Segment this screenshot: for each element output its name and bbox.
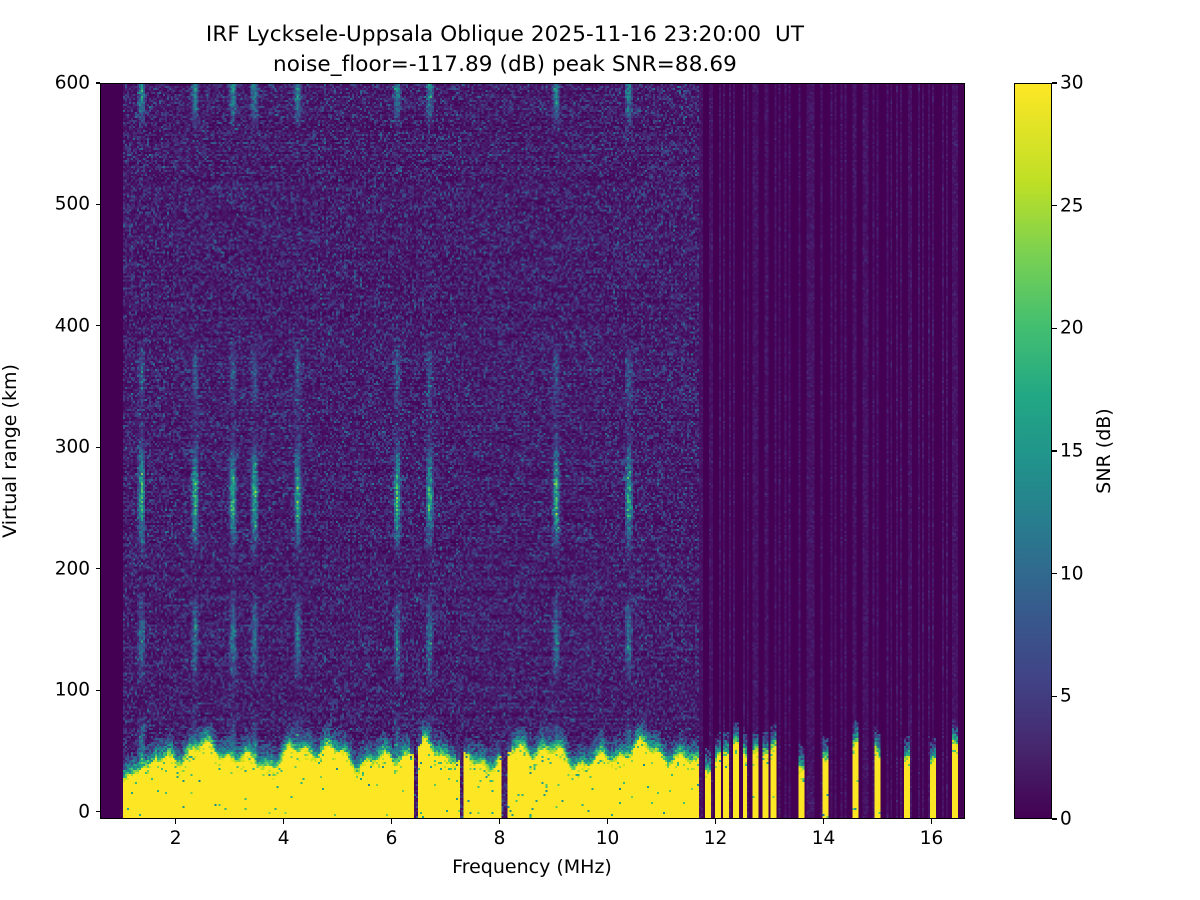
colorbar-tick-label: 25	[1060, 195, 1084, 217]
ionogram-heatmap-canvas	[101, 84, 964, 818]
y-tick-label: 200	[54, 558, 90, 580]
colorbar-tick-label: 15	[1060, 440, 1084, 462]
x-tick-mark	[606, 819, 609, 824]
title-line-1: IRF Lycksele-Uppsala Oblique 2025-11-16 …	[205, 22, 805, 47]
colorbar-tick-mark	[1052, 818, 1057, 820]
y-axis-label: Virtual range (km)	[0, 364, 21, 538]
x-tick-label: 14	[811, 828, 836, 849]
colorbar-tick-mark	[1052, 695, 1057, 697]
y-tick-label: 600	[54, 72, 90, 94]
colorbar-label: SNR (dB)	[1093, 408, 1115, 494]
colorbar-tick-label: 30	[1060, 72, 1084, 94]
x-tick-mark	[930, 819, 933, 824]
colorbar-tick-mark	[1052, 205, 1057, 207]
x-tick-label: 8	[493, 828, 506, 849]
x-tick-mark	[174, 819, 177, 824]
x-tick-label: 12	[703, 828, 728, 849]
x-tick-mark	[714, 819, 717, 824]
y-tick-mark	[95, 203, 100, 206]
x-tick-mark	[390, 819, 393, 824]
x-tick-mark	[282, 819, 285, 824]
x-tick-label: 4	[277, 828, 290, 849]
colorbar-tick-label: 0	[1060, 808, 1072, 830]
y-tick-mark	[95, 325, 100, 327]
y-tick-mark	[95, 82, 100, 84]
x-tick-label: 10	[595, 828, 620, 849]
colorbar-tick-mark	[1052, 450, 1057, 452]
colorbar	[1014, 83, 1052, 819]
x-axis-label: Frequency (MHz)	[452, 856, 612, 878]
x-tick-label: 6	[385, 828, 398, 849]
colorbar-tick-label: 5	[1060, 685, 1072, 707]
y-tick-mark	[95, 689, 100, 691]
y-tick-mark	[95, 568, 100, 570]
heatmap-plot-area	[100, 83, 965, 819]
x-tick-mark	[822, 819, 825, 824]
figure-title: IRF Lycksele-Uppsala Oblique 2025-11-16 …	[0, 20, 1010, 80]
y-tick-label: 0	[78, 801, 90, 823]
x-tick-mark	[498, 819, 501, 824]
y-tick-mark	[95, 811, 100, 813]
y-tick-mark	[95, 446, 100, 448]
colorbar-tick-mark	[1052, 327, 1057, 329]
colorbar-tick-mark	[1052, 573, 1057, 575]
x-tick-label: 16	[919, 828, 944, 849]
y-tick-label: 300	[54, 436, 90, 458]
colorbar-tick-label: 10	[1060, 563, 1084, 585]
title-line-2: noise_floor=-117.89 (dB) peak SNR=88.69	[273, 52, 737, 77]
y-tick-label: 500	[54, 193, 90, 215]
y-tick-label: 400	[54, 315, 90, 337]
colorbar-tick-mark	[1052, 82, 1057, 84]
y-tick-label: 100	[54, 679, 90, 701]
colorbar-tick-label: 20	[1060, 317, 1084, 339]
x-tick-label: 2	[169, 828, 182, 849]
